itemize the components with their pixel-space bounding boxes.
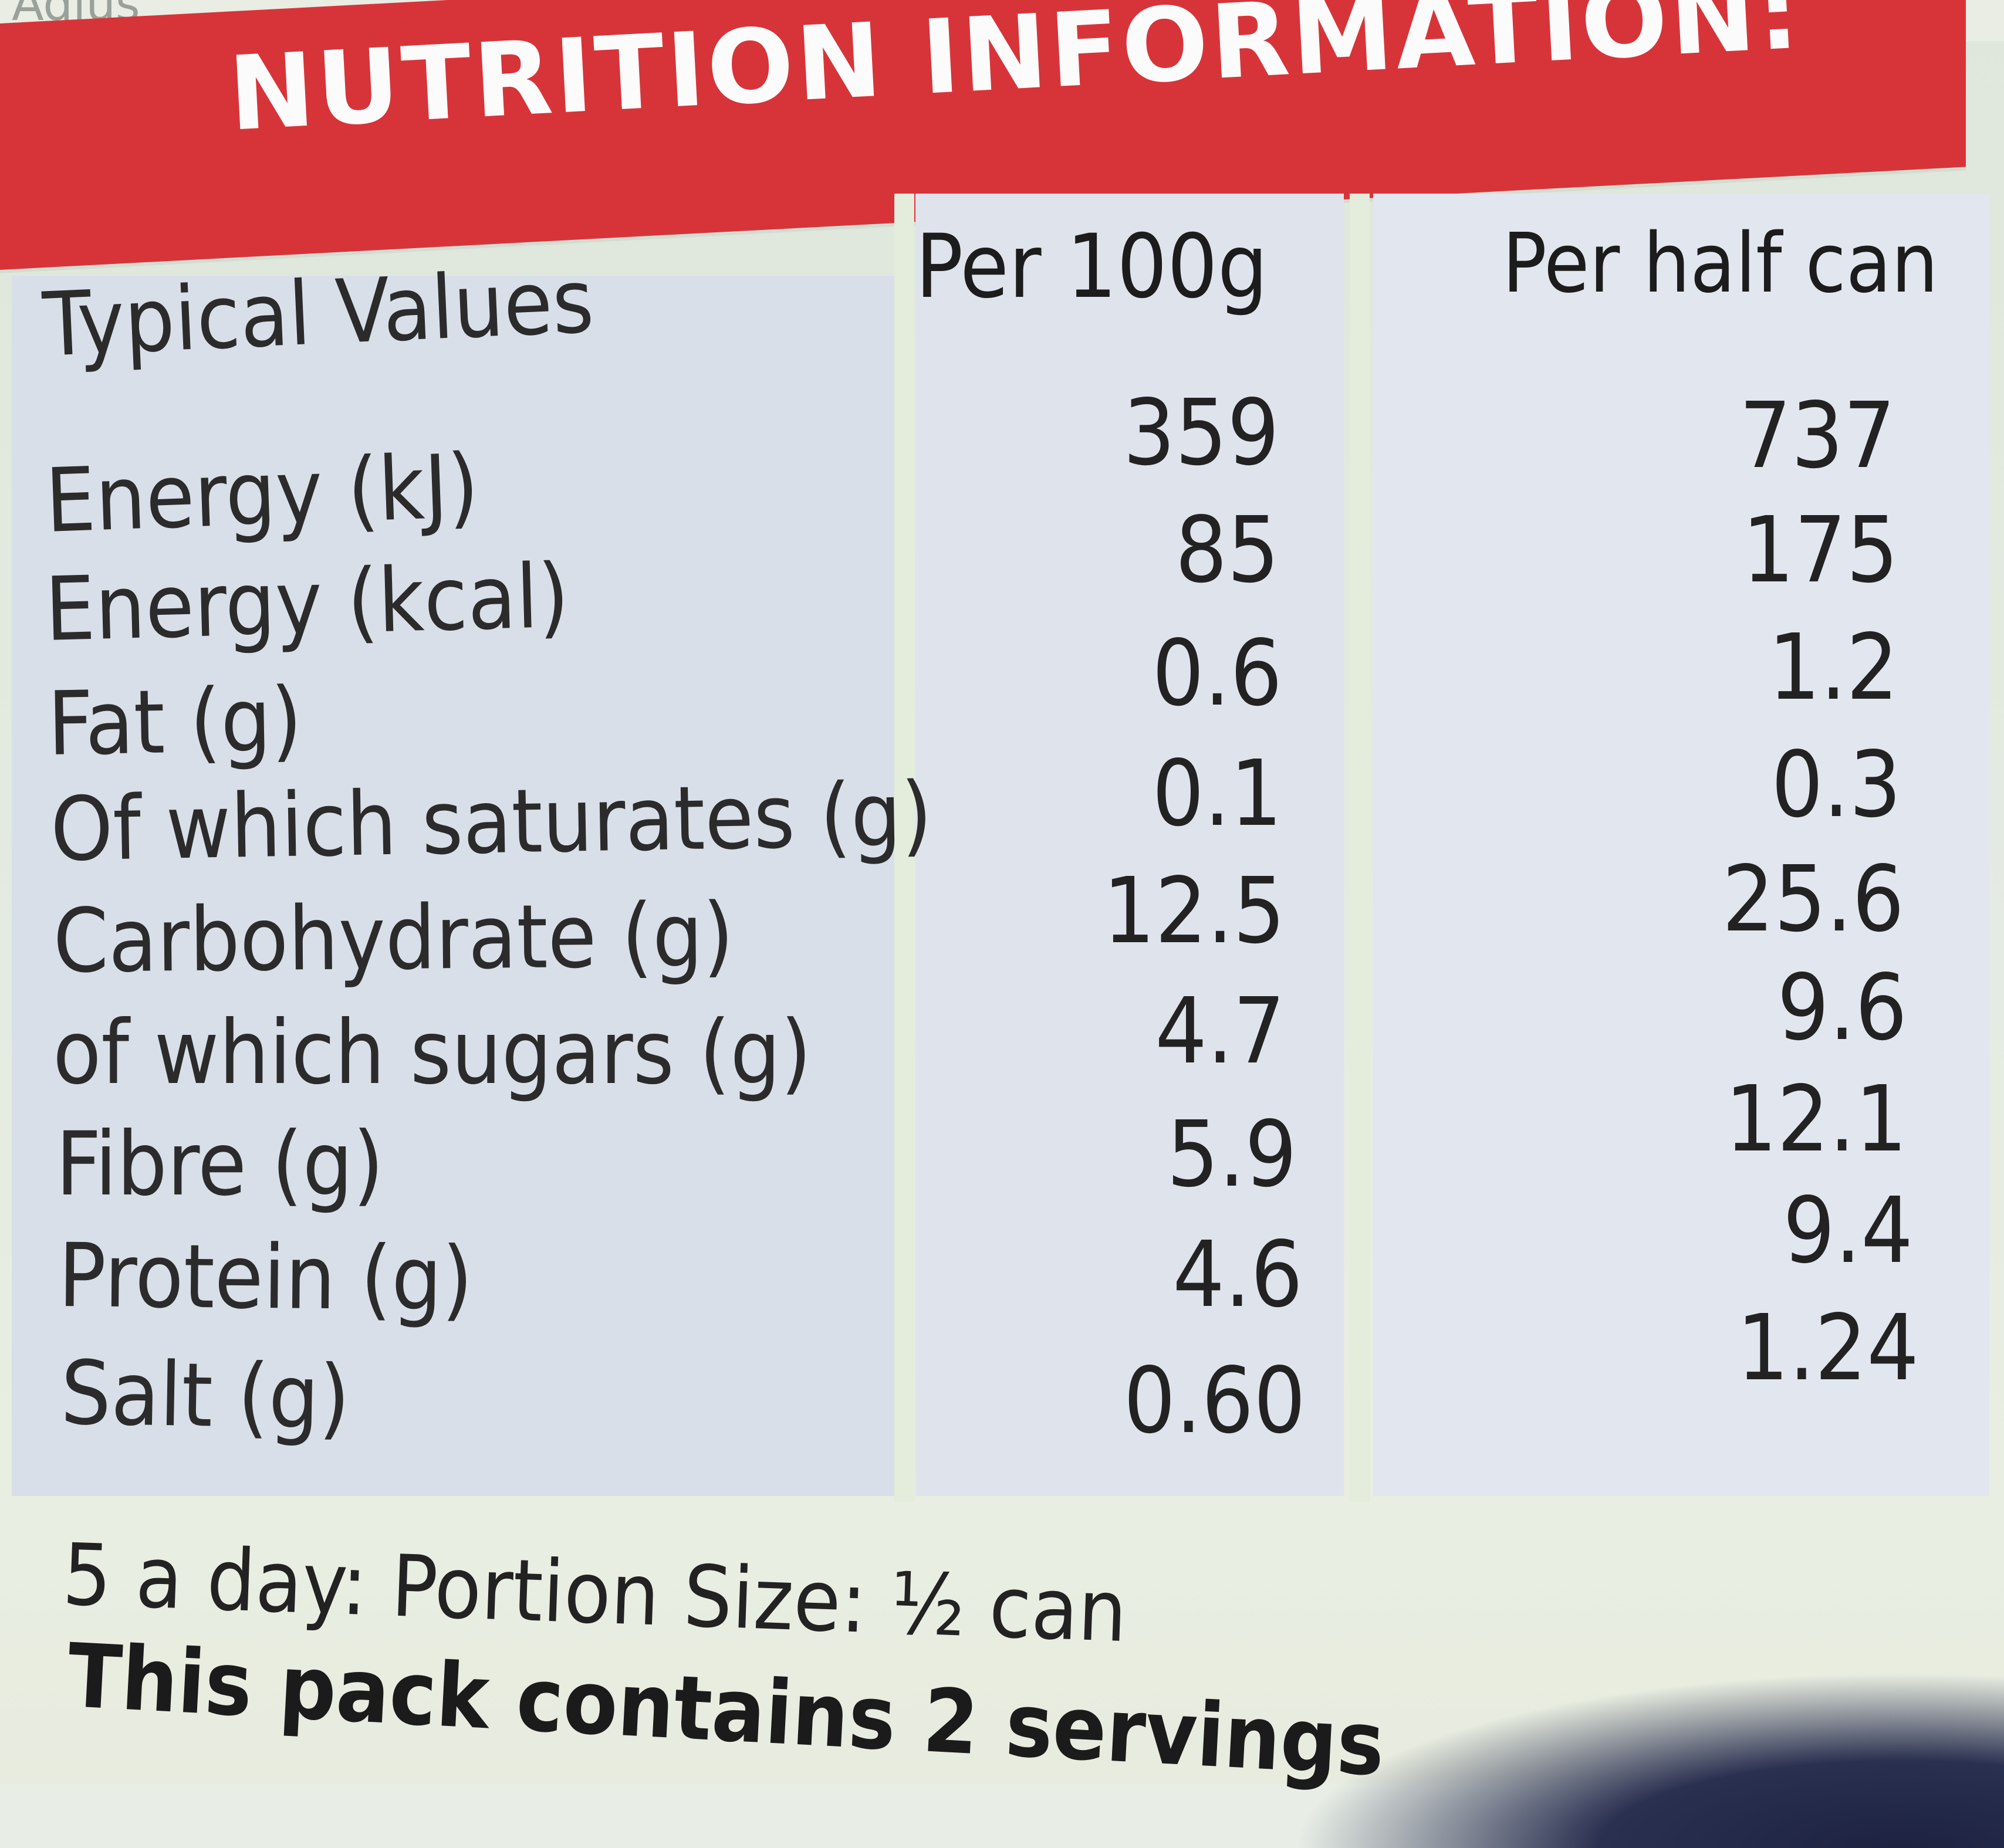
header-per-100g: Per 100g: [915, 216, 1268, 318]
row-label: Fibre (g): [56, 1113, 384, 1216]
row-label: Of which saturates (g): [49, 763, 933, 881]
value-per-100g: 359: [1123, 380, 1279, 486]
column-divider: [894, 194, 914, 1502]
row-label: of which sugars (g): [53, 1002, 812, 1104]
value-per-100g: 5.9: [1167, 1101, 1297, 1207]
value-per-half-can: 1.2: [1768, 614, 1898, 720]
value-per-100g: 0.60: [1123, 1348, 1306, 1454]
value-per-100g: 0.1: [1152, 740, 1282, 847]
row-label: Salt (g): [60, 1342, 351, 1450]
row-label: Energy (kcal): [43, 545, 570, 661]
can-edge-shadow: [1291, 1672, 2004, 1848]
value-per-100g: 4.7: [1155, 978, 1285, 1084]
value-per-half-can: 1.24: [1736, 1295, 1919, 1401]
value-per-half-can: 25.6: [1722, 846, 1904, 952]
value-per-half-can: 737: [1739, 383, 1895, 489]
value-per-100g: 4.6: [1172, 1221, 1303, 1328]
value-per-half-can: 9.6: [1777, 955, 1907, 1061]
value-per-half-can: 12.1: [1725, 1066, 1907, 1172]
row-label: Protein (g): [58, 1225, 474, 1331]
value-per-half-can: 9.4: [1783, 1177, 1913, 1284]
column-name-bg: [12, 276, 910, 1496]
value-per-half-can: 0.3: [1771, 732, 1901, 838]
column-per100-bg: [915, 194, 1344, 1496]
value-per-100g: 85: [1175, 497, 1279, 603]
row-label: Fat (g): [46, 669, 303, 776]
header-per-half-can: Per half can: [1502, 216, 1938, 312]
value-per-100g: 0.6: [1152, 620, 1282, 726]
value-per-100g: 12.5: [1103, 858, 1285, 964]
row-label: Carbohydrate (g): [52, 884, 735, 993]
servings-text: This pack contains 2 servings: [65, 1625, 1387, 1796]
value-per-half-can: 175: [1742, 497, 1898, 603]
header-typical-values: Typical Values: [40, 251, 596, 377]
column-per-half-bg: [1373, 194, 1989, 1496]
row-label: Energy (kJ): [43, 435, 481, 553]
column-divider: [1350, 194, 1370, 1502]
